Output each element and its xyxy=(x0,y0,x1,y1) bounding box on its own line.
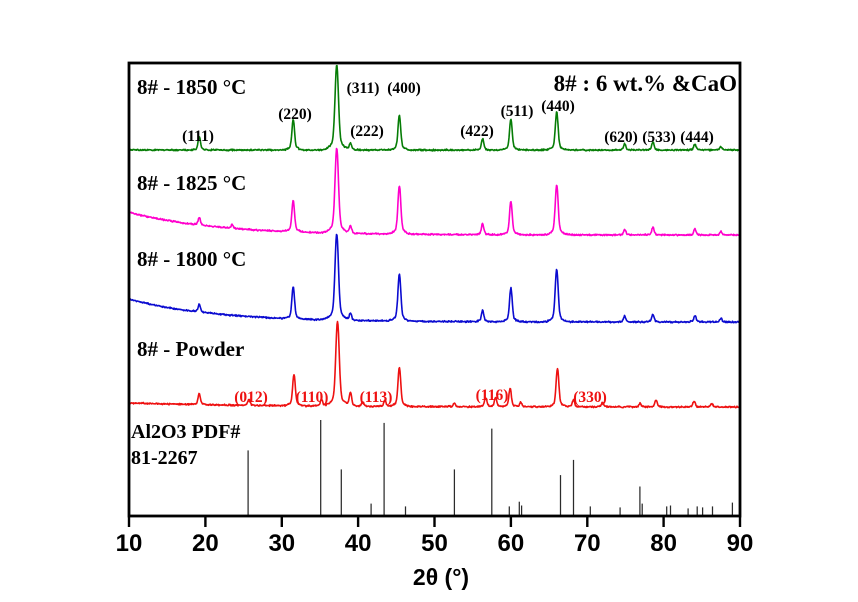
trace-3 xyxy=(128,233,741,324)
x-tick-label: 50 xyxy=(421,530,448,557)
trace-1 xyxy=(128,64,741,152)
peak-label-powder: (012) xyxy=(234,389,268,406)
peak-label-spinel: (620) xyxy=(604,129,638,146)
trace-label: Al2O3 PDF# xyxy=(131,421,240,443)
peak-label-spinel: (533) xyxy=(642,129,676,146)
x-tick-label: 80 xyxy=(650,530,677,557)
peak-label-powder: (113) xyxy=(360,389,393,406)
x-tick-label: 20 xyxy=(192,530,219,557)
x-tick-label: 40 xyxy=(345,530,372,557)
peak-label-spinel: (220) xyxy=(278,106,312,123)
trace-4 xyxy=(128,320,741,409)
peak-label-spinel: (440) xyxy=(541,98,575,115)
peak-label-spinel: (400) xyxy=(387,80,421,97)
x-tick-label: 90 xyxy=(727,530,754,557)
x-tick-label: 60 xyxy=(498,530,525,557)
trace-label: 8# - 1825 °C xyxy=(137,171,246,195)
peak-label-powder: (110) xyxy=(296,389,329,406)
peak-label-spinel: (111) xyxy=(182,128,214,145)
x-tick-label: 70 xyxy=(574,530,601,557)
x-axis-label: 2θ (°) xyxy=(413,564,469,590)
peak-label-powder: (116) xyxy=(476,387,509,404)
x-tick-label: 30 xyxy=(268,530,295,557)
peak-label-spinel: (422) xyxy=(460,123,494,140)
peak-label-powder: (330) xyxy=(573,389,607,406)
trace-2 xyxy=(128,147,741,237)
peak-label-spinel: (311) xyxy=(347,80,380,97)
peak-label-spinel: (511) xyxy=(501,103,534,120)
composition-annotation: 8# : 6 wt.% &CaO xyxy=(554,71,737,96)
trace-label: 8# - Powder xyxy=(137,337,244,361)
plot-frame xyxy=(127,61,742,518)
x-tick-label: 10 xyxy=(116,530,143,557)
peak-label-spinel: (222) xyxy=(350,123,384,140)
peak-label-spinel: (444) xyxy=(680,129,714,146)
trace-label: 8# - 1850 °C xyxy=(137,75,246,99)
trace-label: 8# - 1800 °C xyxy=(137,247,246,271)
trace-label: 81-2267 xyxy=(131,447,198,469)
